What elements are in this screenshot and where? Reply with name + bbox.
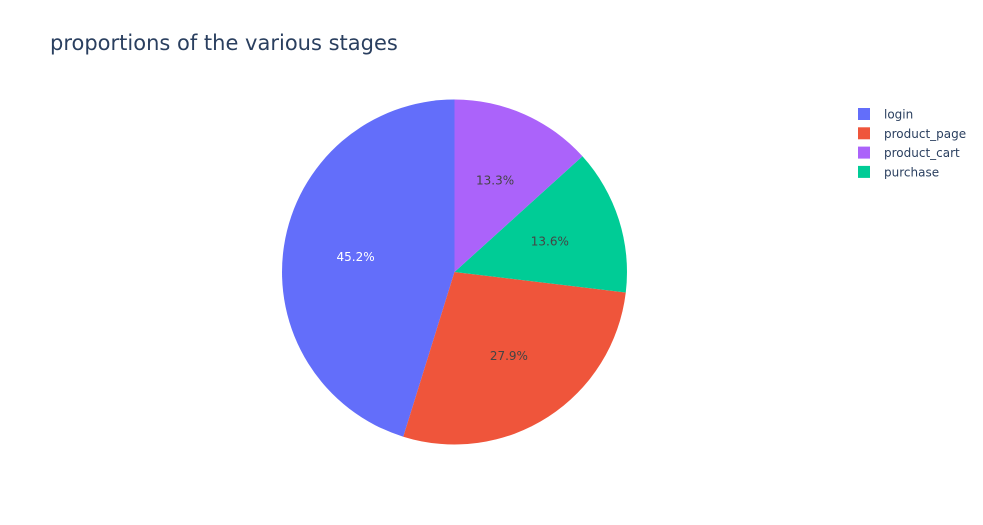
legend[interactable]: login product_page product_cart purchase: [858, 108, 966, 180]
legend-item-product-cart[interactable]: product_cart: [858, 146, 960, 160]
legend-swatch-product-page: [858, 127, 870, 140]
legend-swatch-login: [858, 108, 870, 120]
legend-item-purchase[interactable]: purchase: [858, 165, 939, 179]
slice-label-purchase: 13.6%: [531, 235, 569, 249]
legend-label-purchase: purchase: [884, 165, 939, 179]
pie-slice-product-page[interactable]: [403, 272, 626, 445]
pie-slice-labels: 45.2% 27.9% 13.6% 13.3%: [337, 174, 569, 363]
slice-label-product-cart: 13.3%: [476, 174, 514, 188]
pie-slice-purchase[interactable]: [454, 156, 627, 293]
pie-slice-login[interactable]: [282, 99, 455, 437]
legend-label-login: login: [884, 108, 913, 122]
slice-label-login: 45.2%: [337, 250, 375, 264]
chart-title: proportions of the various stages: [50, 31, 398, 55]
legend-swatch-purchase: [858, 165, 870, 178]
pie-slice-product-cart[interactable]: [454, 99, 583, 273]
legend-label-product-page: product_page: [884, 127, 966, 141]
pie-slices: [282, 99, 627, 445]
legend-item-product-page[interactable]: product_page: [858, 127, 966, 141]
legend-label-product-cart: product_cart: [884, 146, 960, 160]
legend-item-login[interactable]: login: [858, 108, 913, 122]
slice-label-product-page: 27.9%: [490, 349, 528, 363]
legend-swatch-product-cart: [858, 146, 870, 159]
